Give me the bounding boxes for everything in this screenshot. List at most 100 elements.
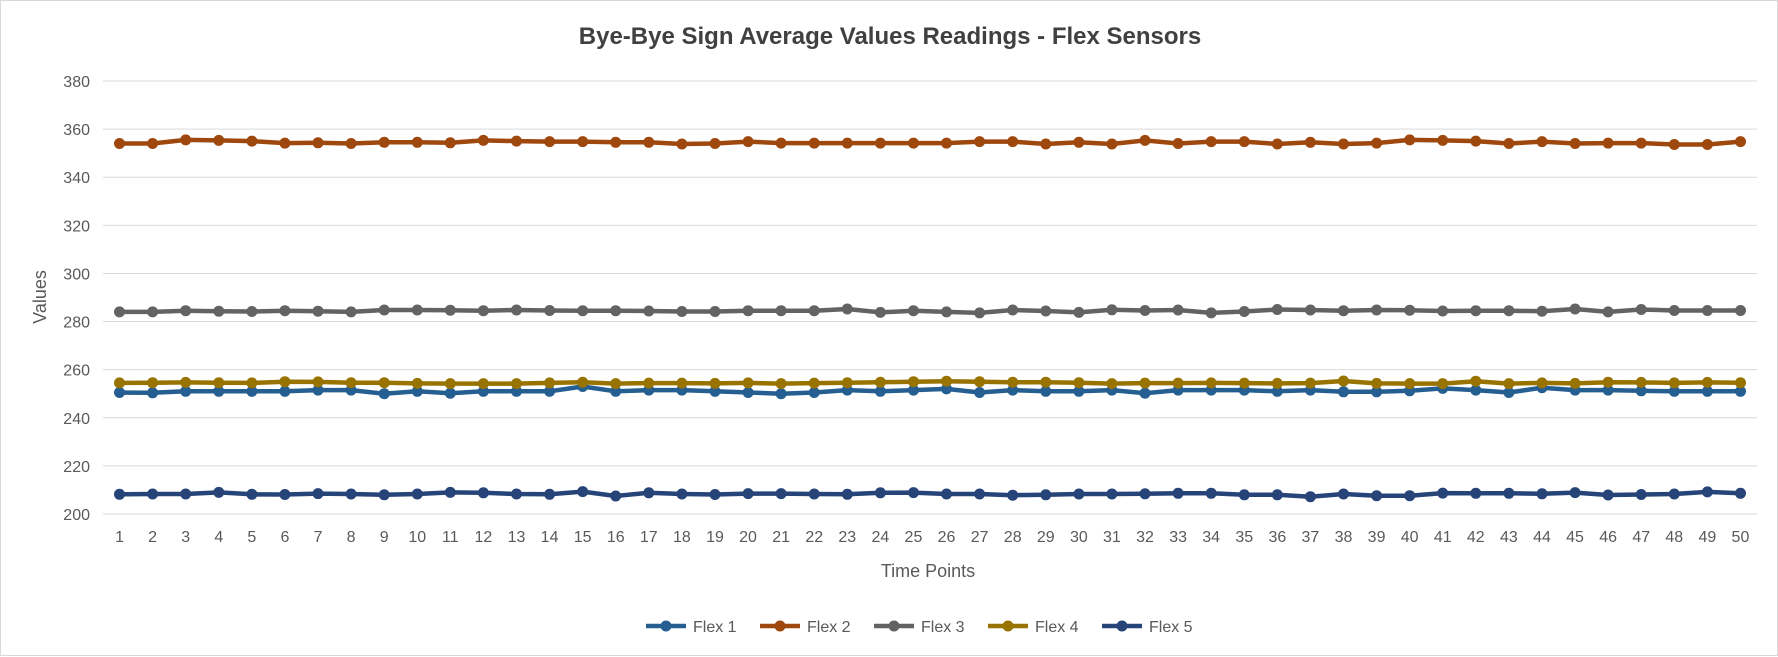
legend-item: Flex 2 <box>760 619 851 636</box>
x-tick-label: 11 <box>442 529 459 546</box>
data-point <box>874 376 886 388</box>
legend-item: Flex 4 <box>988 619 1079 636</box>
data-point <box>974 387 986 398</box>
x-tick-label: 8 <box>347 529 356 546</box>
data-point <box>1569 487 1581 499</box>
data-point <box>345 377 357 389</box>
data-point <box>1007 489 1019 501</box>
data-point <box>1271 138 1283 150</box>
data-point <box>709 306 721 317</box>
data-point <box>213 377 225 389</box>
data-point <box>1073 136 1085 148</box>
data-point <box>114 488 125 500</box>
data-point <box>676 138 688 150</box>
legend-item: Flex 5 <box>1102 619 1193 636</box>
data-point <box>808 137 820 149</box>
data-point <box>114 138 125 149</box>
data-point <box>213 134 225 146</box>
data-point <box>1304 491 1316 503</box>
data-point <box>1238 306 1250 317</box>
data-point <box>114 306 125 318</box>
data-point <box>1470 135 1482 147</box>
data-point <box>841 488 853 500</box>
x-tick-label: 34 <box>1202 529 1220 546</box>
data-point <box>1172 138 1184 149</box>
legend-marker <box>1002 620 1014 632</box>
data-point <box>1470 384 1482 396</box>
data-point <box>941 375 952 387</box>
data-point <box>1106 138 1118 150</box>
y-tick-label: 220 <box>63 459 90 476</box>
data-point <box>312 376 324 388</box>
data-point <box>378 489 390 501</box>
y-tick-label: 240 <box>63 411 90 428</box>
x-tick-label: 32 <box>1136 529 1154 546</box>
data-point <box>841 137 853 149</box>
data-point <box>974 488 986 500</box>
data-point <box>1073 385 1085 397</box>
x-tick-label: 42 <box>1467 529 1485 546</box>
x-tick-label: 9 <box>380 529 389 546</box>
data-point <box>1536 136 1548 148</box>
data-point <box>477 385 489 397</box>
data-point <box>1139 134 1151 146</box>
data-point <box>941 137 952 149</box>
data-point <box>1470 305 1482 317</box>
data-point <box>1470 375 1482 387</box>
data-point <box>610 305 622 317</box>
data-point <box>874 487 886 499</box>
data-point <box>511 378 522 390</box>
data-point <box>775 388 787 400</box>
data-point <box>147 488 159 500</box>
x-tick-label: 46 <box>1599 529 1617 546</box>
data-point <box>1437 134 1449 146</box>
data-point <box>908 376 919 388</box>
data-point <box>941 488 952 500</box>
y-tick-label: 200 <box>63 507 90 524</box>
chart-title: Bye-Bye Sign Average Values Readings - F… <box>579 23 1201 50</box>
data-point <box>1205 136 1217 148</box>
data-point <box>411 385 423 397</box>
data-point <box>511 488 522 500</box>
data-point <box>1437 305 1449 317</box>
data-point <box>279 385 291 397</box>
data-point <box>1635 385 1647 397</box>
series-group <box>114 134 1746 503</box>
data-point <box>1371 490 1383 502</box>
data-point <box>610 136 622 148</box>
data-point <box>1635 376 1647 388</box>
data-point <box>676 306 688 317</box>
data-point <box>444 304 456 316</box>
data-point <box>1602 306 1614 318</box>
data-point <box>775 305 787 317</box>
data-point <box>1139 377 1151 389</box>
data-point <box>511 135 522 147</box>
data-point <box>610 378 622 390</box>
data-point <box>147 377 159 389</box>
data-point <box>1338 305 1349 317</box>
data-point <box>610 490 622 502</box>
data-point <box>1735 136 1746 148</box>
x-tick-label: 1 <box>115 529 124 546</box>
data-point <box>577 136 589 148</box>
legend-label: Flex 2 <box>807 619 851 636</box>
data-point <box>1404 490 1416 502</box>
x-tick-label: 20 <box>739 529 757 546</box>
data-point <box>1503 387 1515 398</box>
x-tick-label: 43 <box>1500 529 1518 546</box>
x-tick-label: 29 <box>1037 529 1055 546</box>
legend: Flex 1 Flex 2 Flex 3 Flex 4 Flex 5 <box>646 619 1193 636</box>
data-point <box>1271 377 1283 389</box>
series-line <box>117 384 1743 396</box>
data-point <box>147 387 159 399</box>
data-point <box>345 306 357 318</box>
data-point <box>709 385 721 397</box>
data-point <box>1106 304 1118 316</box>
data-point <box>577 305 589 317</box>
data-point <box>180 305 192 317</box>
data-point <box>1139 488 1151 500</box>
x-tick-label: 5 <box>247 529 256 546</box>
data-point <box>709 377 721 389</box>
data-point <box>1602 376 1614 388</box>
